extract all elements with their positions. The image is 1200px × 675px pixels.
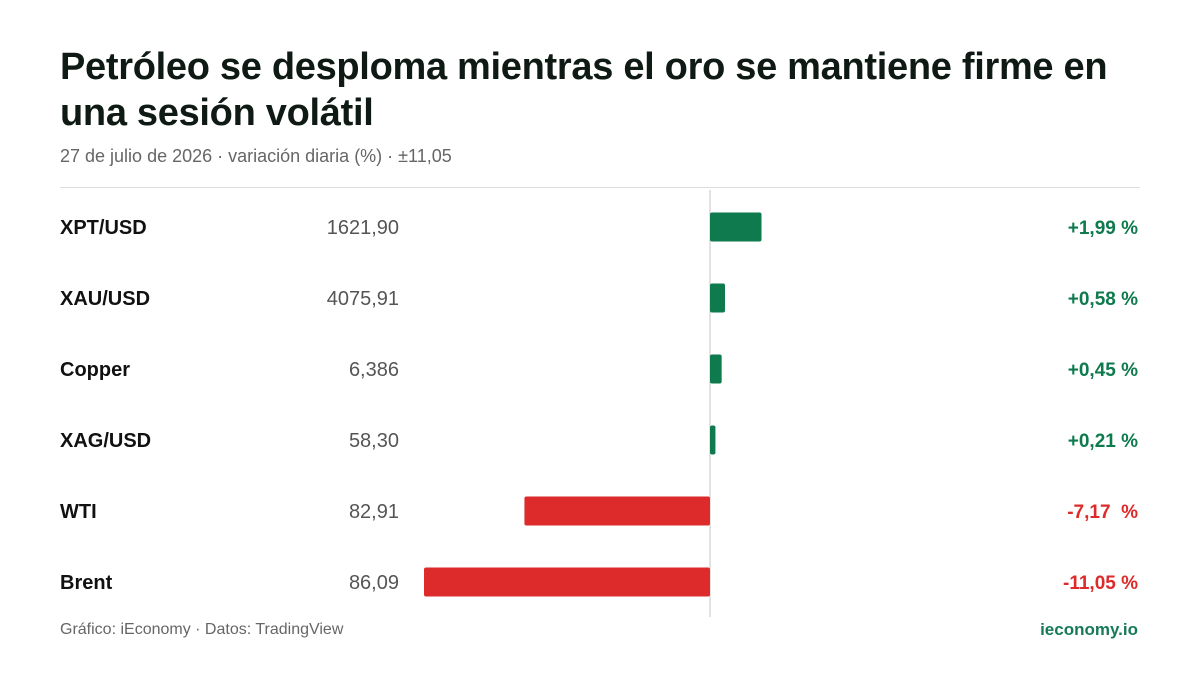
instrument-name: Brent [60,572,113,594]
chart-subtitle: 27 de julio de 2026 · variación diaria (… [60,146,452,166]
instrument-name: Copper [60,359,130,381]
chart-title: Petróleo se desploma mientras el oro se … [60,46,1108,134]
change-bar [710,425,716,455]
change-bar [710,354,722,384]
instrument-name: XAG/USD [60,430,151,452]
change-bar [524,496,710,526]
change-label: +0,45 % [1068,360,1138,381]
instrument-price: 4075,91 [327,288,399,310]
change-bar [710,212,762,242]
brand-link[interactable]: ieconomy.io [1040,620,1138,639]
change-label: -11,05 % [1063,573,1138,594]
instrument-price: 58,30 [349,430,399,452]
instrument-name: XAU/USD [60,288,150,310]
instrument-price: 1621,90 [327,217,399,239]
instrument-name: XPT/USD [60,217,147,239]
header-divider [60,187,1140,188]
change-label: +0,58 % [1068,289,1138,310]
change-label: +1,99 % [1068,218,1138,239]
change-label: -7,17 % [1067,502,1138,523]
change-label: +0,21 % [1068,431,1138,452]
source-credit: Gráfico: iEconomy · Datos: TradingView [60,621,344,638]
instrument-price: 86,09 [349,572,399,594]
instrument-price: 6,386 [349,359,399,381]
instrument-name: WTI [60,501,97,523]
change-bar [424,567,710,597]
instrument-price: 82,91 [349,501,399,523]
change-bar [710,283,726,313]
